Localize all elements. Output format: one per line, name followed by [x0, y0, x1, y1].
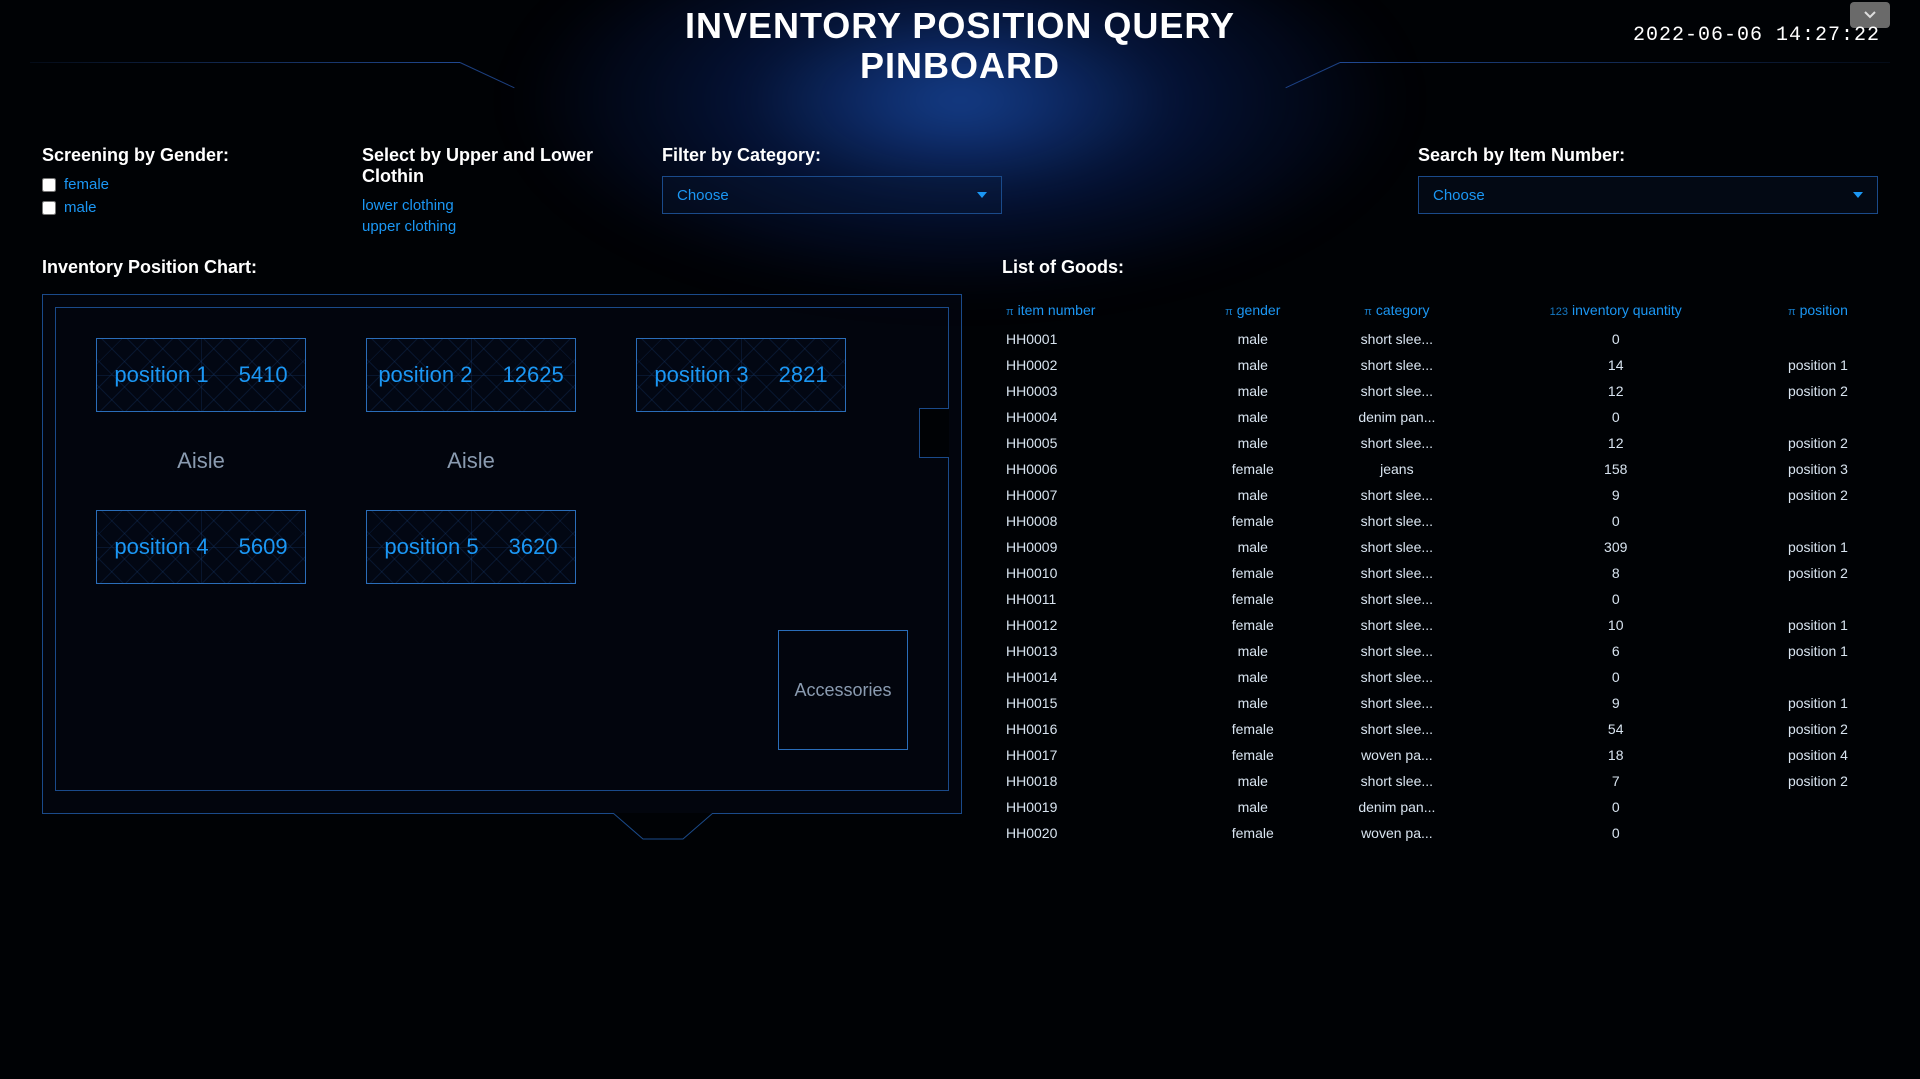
table-row[interactable]: HH0002maleshort slee...14position 1: [1002, 352, 1884, 378]
filter-gender-label: Screening by Gender:: [42, 145, 322, 166]
header-divider: [1340, 62, 1890, 63]
filter-item-label: Search by Item Number:: [1418, 145, 1878, 166]
table-row[interactable]: HH0009maleshort slee...309position 1: [1002, 534, 1884, 560]
chevron-down-icon: [977, 192, 987, 198]
table-row[interactable]: HH0012femaleshort slee...10position 1: [1002, 612, 1884, 638]
column-header[interactable]: 123inventory quantity: [1480, 294, 1752, 326]
table-row[interactable]: HH0003maleshort slee...12position 2: [1002, 378, 1884, 404]
column-header[interactable]: πposition: [1752, 294, 1884, 326]
column-header[interactable]: πgender: [1191, 294, 1314, 326]
position-box-4[interactable]: position 45609: [96, 510, 306, 584]
table-row[interactable]: HH0011femaleshort slee...0: [1002, 586, 1884, 612]
filter-clothing-label: Select by Upper and Lower Clothin: [362, 145, 632, 187]
table-row[interactable]: HH0006femalejeans158position 3: [1002, 456, 1884, 482]
position-box-5[interactable]: position 53620: [366, 510, 576, 584]
chart-notch: [919, 408, 949, 458]
option-lower-clothing[interactable]: lower clothing: [362, 197, 632, 214]
table-row[interactable]: HH0020femalewoven pa...0: [1002, 820, 1884, 846]
filter-gender: Screening by Gender: female male: [42, 145, 322, 239]
chart-bottom-notch: [613, 813, 713, 841]
inventory-position-chart: position 15410 position 212625 position …: [42, 294, 962, 814]
aisle-label: Aisle: [366, 448, 576, 474]
column-header[interactable]: πcategory: [1314, 294, 1479, 326]
table-row[interactable]: HH0008femaleshort slee...0: [1002, 508, 1884, 534]
table-row[interactable]: HH0001maleshort slee...0: [1002, 326, 1884, 352]
column-header[interactable]: πitem number: [1002, 294, 1191, 326]
dropdown-category[interactable]: Choose: [662, 176, 1002, 214]
table-row[interactable]: HH0010femaleshort slee...8position 2: [1002, 560, 1884, 586]
position-box-2[interactable]: position 212625: [366, 338, 576, 412]
table-row[interactable]: HH0016femaleshort slee...54position 2: [1002, 716, 1884, 742]
checkbox-male[interactable]: male: [42, 199, 322, 216]
table-row[interactable]: HH0004maledenim pan...0: [1002, 404, 1884, 430]
aisle-label: Aisle: [96, 448, 306, 474]
table-row[interactable]: HH0013maleshort slee...6position 1: [1002, 638, 1884, 664]
goods-table: πitem numberπgenderπcategory123inventory…: [1002, 294, 1884, 846]
table-row[interactable]: HH0017femalewoven pa...18position 4: [1002, 742, 1884, 768]
filter-category: Filter by Category: Choose: [662, 145, 1002, 239]
goods-table-header: πitem numberπgenderπcategory123inventory…: [1002, 294, 1884, 326]
filter-clothing: Select by Upper and Lower Clothin lower …: [362, 145, 632, 239]
accessories-box[interactable]: Accessories: [778, 630, 908, 750]
table-row[interactable]: HH0007maleshort slee...9position 2: [1002, 482, 1884, 508]
checkbox-male-input[interactable]: [42, 201, 56, 215]
table-row[interactable]: HH0005maleshort slee...12position 2: [1002, 430, 1884, 456]
goods-section-label: List of Goods:: [1002, 257, 1884, 278]
dropdown-item-number[interactable]: Choose: [1418, 176, 1878, 214]
checkbox-female[interactable]: female: [42, 176, 322, 193]
chevron-down-icon: [1853, 192, 1863, 198]
filter-category-label: Filter by Category:: [662, 145, 1002, 166]
header-divider: [30, 62, 460, 63]
table-row[interactable]: HH0018maleshort slee...7position 2: [1002, 768, 1884, 794]
option-upper-clothing[interactable]: upper clothing: [362, 218, 632, 235]
table-row[interactable]: HH0014maleshort slee...0: [1002, 664, 1884, 690]
position-box-3[interactable]: position 32821: [636, 338, 846, 412]
checkbox-female-input[interactable]: [42, 178, 56, 192]
filter-item-number: Search by Item Number: Choose: [1418, 145, 1878, 239]
table-row[interactable]: HH0015maleshort slee...9position 1: [1002, 690, 1884, 716]
chart-section-label: Inventory Position Chart:: [42, 257, 962, 278]
table-row[interactable]: HH0019maledenim pan...0: [1002, 794, 1884, 820]
position-box-1[interactable]: position 15410: [96, 338, 306, 412]
timestamp: 2022-06-06 14:27:22: [1633, 24, 1880, 47]
